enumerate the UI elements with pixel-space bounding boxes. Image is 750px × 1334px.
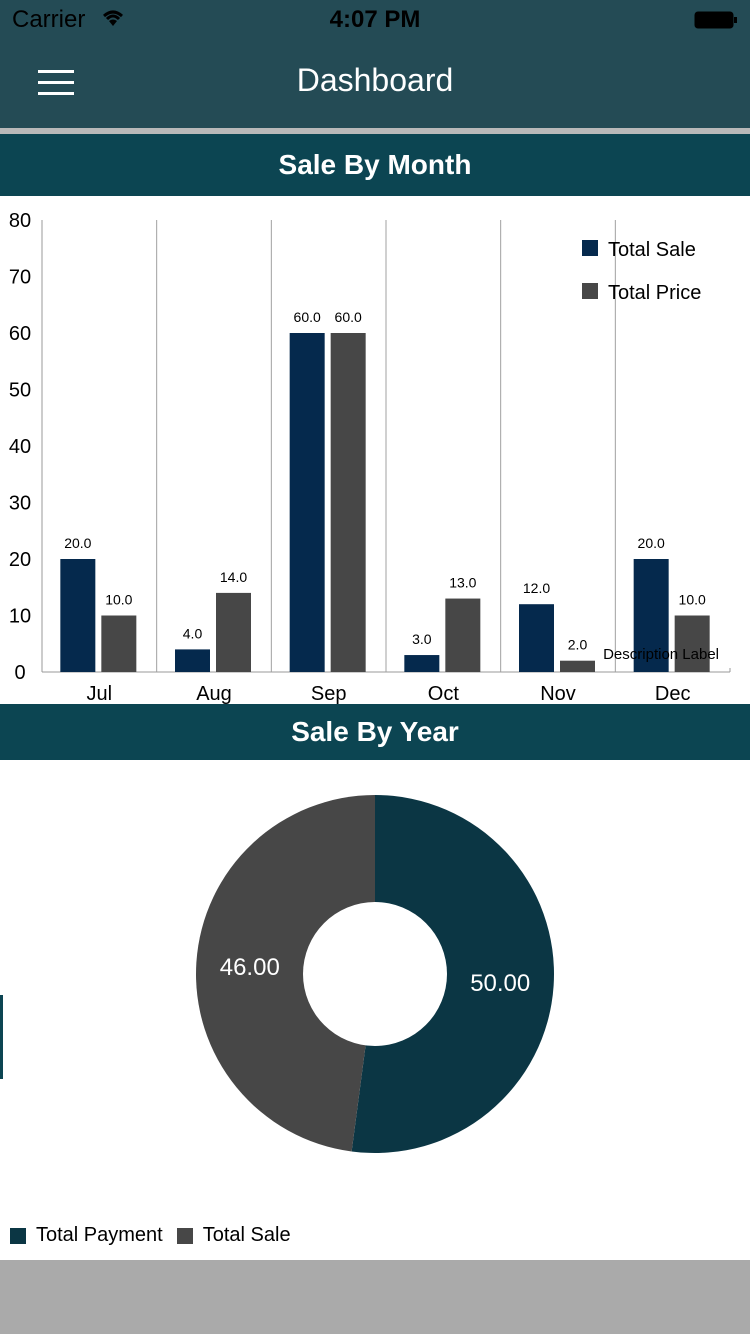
pie-slice	[196, 795, 375, 1152]
bar-chart-sale-by-month: 0 10 20 30 40 50 60 70 80 20.0 10.0 Jul 4.0 14.0 Aug 60…	[9, 210, 731, 704]
chart-description-label: Description Label	[603, 646, 719, 663]
bar	[101, 615, 137, 672]
pie-slice	[351, 795, 555, 1153]
page-title: Dashboard	[296, 62, 454, 98]
x-tick-label: Jul	[87, 683, 113, 704]
section-header-sale-by-year: Sale By Year	[0, 704, 750, 760]
bar	[330, 333, 366, 672]
bar-value-label: 3.0	[412, 631, 432, 647]
carrier-label: Carrier	[12, 6, 86, 33]
bar	[216, 592, 251, 672]
bottom-bar	[0, 1260, 750, 1334]
legend-label: Total Sale	[608, 239, 696, 261]
status-bar: Carrier 4:07 PM	[0, 0, 750, 40]
y-tick-label: 50	[9, 380, 31, 402]
bar-value-label: 14.0	[220, 569, 247, 585]
bar	[674, 615, 710, 672]
y-tick-label: 40	[9, 436, 31, 458]
nav-bar: Dashboard	[0, 40, 750, 128]
pie-legend: Total Payment Total Sale	[10, 1224, 305, 1247]
bar	[560, 660, 595, 672]
bar	[633, 559, 669, 672]
bar-value-label: 20.0	[64, 535, 91, 551]
x-tick-label: Oct	[428, 683, 460, 704]
x-tick-label: Nov	[540, 683, 576, 704]
section-header-sale-by-month: Sale By Month	[0, 134, 750, 196]
x-tick-label: Aug	[196, 683, 232, 704]
bar-value-label: 10.0	[105, 592, 132, 608]
pie-legend-item: Total Sale	[176, 1224, 291, 1247]
legend-swatch	[582, 283, 598, 299]
legend-label: Total Price	[608, 282, 701, 304]
x-tick-label: Dec	[655, 683, 691, 704]
bar-value-label: 2.0	[568, 637, 588, 653]
donut-hole	[303, 902, 447, 1046]
y-tick-label: 80	[9, 210, 31, 232]
bar	[289, 333, 325, 672]
bar-value-label: 60.0	[294, 309, 321, 325]
y-tick-label: 60	[9, 323, 31, 345]
y-tick-label: 0	[14, 662, 25, 684]
bar	[519, 604, 554, 672]
pie-slice-label: 46.00	[220, 954, 280, 981]
pie-slice-label: 50.00	[470, 970, 530, 997]
bar-value-label: 12.0	[523, 580, 550, 596]
bar-value-label: 20.0	[638, 535, 665, 551]
battery-icon	[694, 11, 737, 29]
legend-swatch	[582, 240, 598, 256]
y-tick-label: 70	[9, 267, 31, 289]
legend-swatch	[10, 1227, 26, 1244]
pie-legend-item: Total Payment	[10, 1224, 163, 1247]
y-tick-label: 20	[9, 549, 31, 571]
legend-label: Total Sale	[202, 1224, 291, 1246]
bar-value-label: 4.0	[183, 625, 203, 641]
bar	[445, 598, 481, 672]
y-tick-label: 30	[9, 493, 31, 515]
legend-label: Total Payment	[36, 1224, 163, 1246]
bar	[60, 559, 96, 672]
nav-divider	[0, 128, 750, 134]
status-time: 4:07 PM	[329, 6, 421, 33]
bar-value-label: 60.0	[335, 309, 362, 325]
bar-value-label: 13.0	[449, 575, 476, 591]
hamburger-menu-icon[interactable]	[38, 70, 74, 96]
donut-chart-sale-by-year: 50.00 46.00	[196, 795, 555, 1153]
bar	[175, 649, 210, 672]
x-tick-label: Sep	[311, 683, 347, 704]
y-tick-label: 10	[9, 606, 31, 628]
legend-swatch	[176, 1227, 193, 1244]
bar-value-label: 10.0	[679, 592, 706, 608]
scroll-indicator	[0, 995, 3, 1079]
bar	[404, 655, 440, 672]
wifi-icon	[103, 10, 123, 26]
